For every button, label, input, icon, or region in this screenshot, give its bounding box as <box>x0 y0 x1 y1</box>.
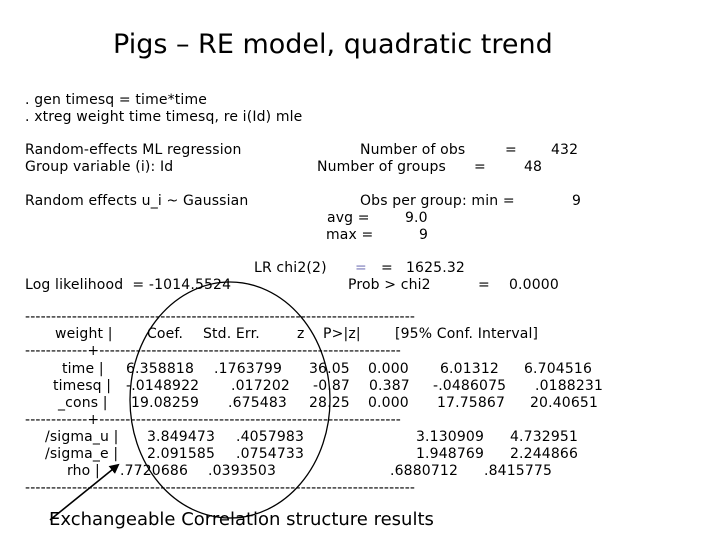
nobs-value: 432 <box>551 142 579 158</box>
table-bottom-rule: ----------------------------------------… <box>25 480 416 496</box>
nobs-label: Number of obs <box>360 142 466 158</box>
model-type: Random-effects ML regression <box>25 142 242 158</box>
obs-avg-value: 9.0 <box>405 210 428 226</box>
row-ci-hi: .8415775 <box>484 463 553 479</box>
col-header-ci: [95% Conf. Interval] <box>395 326 539 342</box>
row-ci-hi: 6.704516 <box>524 361 593 377</box>
table-top-rule: ----------------------------------------… <box>25 309 416 325</box>
obs-max-value: 9 <box>419 227 429 243</box>
row-ci-lo: 1.948769 <box>416 446 485 462</box>
row-name: _cons | <box>58 395 108 411</box>
row-ci-hi: 4.732951 <box>510 429 579 445</box>
prob-value: 0.0000 <box>509 277 559 293</box>
row-se: .675483 <box>228 395 287 411</box>
prob-eq: = <box>478 277 490 293</box>
row-ci-hi: .0188231 <box>535 378 604 394</box>
obs-min-label: Obs per group: min = <box>360 193 515 209</box>
row-name: /sigma_u | <box>45 429 119 445</box>
row-ci-hi: 2.244866 <box>510 446 579 462</box>
row-ci-lo: .6880712 <box>390 463 459 479</box>
row-coef: 2.091585 <box>147 446 216 462</box>
col-header-se: Std. Err. <box>203 326 260 342</box>
row-coef: -.0148922 <box>126 378 200 394</box>
row-se: .1763799 <box>214 361 283 377</box>
lr-value: 1625.32 <box>406 260 465 276</box>
annotation-caption: Exchangeable Correlation structure resul… <box>49 509 434 530</box>
row-name: timesq | <box>53 378 112 394</box>
re-distribution: Random effects u_i ~ Gaussian <box>25 193 249 209</box>
row-ci-lo: -.0486075 <box>433 378 507 394</box>
lr-symbol: = <box>355 260 367 276</box>
row-p: 0.000 <box>368 361 409 377</box>
highlight-ellipse <box>129 281 331 519</box>
log-likelihood: Log likelihood = -1014.5524 <box>25 277 232 293</box>
annotation-arrow <box>49 463 120 521</box>
row-ci-hi: 20.40651 <box>530 395 599 411</box>
row-se: .017202 <box>231 378 290 394</box>
row-ci-lo: 17.75867 <box>437 395 506 411</box>
prob-label: Prob > chi2 <box>348 277 431 293</box>
row-coef: 19.08259 <box>131 395 200 411</box>
row-name: rho | <box>67 463 100 479</box>
row-se: .0393503 <box>208 463 277 479</box>
row-ci-lo: 3.130909 <box>416 429 485 445</box>
row-z: 36.05 <box>309 361 350 377</box>
row-coef: .7720686 <box>120 463 189 479</box>
row-coef: 6.358818 <box>126 361 195 377</box>
nobs-eq: = <box>505 142 517 158</box>
ngroups-value: 48 <box>524 159 543 175</box>
row-z: -0.87 <box>313 378 350 394</box>
ngroups-eq: = <box>474 159 486 175</box>
row-coef: 3.849473 <box>147 429 216 445</box>
row-name: time | <box>62 361 104 377</box>
row-p: 0.387 <box>369 378 410 394</box>
row-name: /sigma_e | <box>45 446 119 462</box>
row-se: .0754733 <box>236 446 305 462</box>
col-header-var: weight | <box>55 326 113 342</box>
row-se: .4057983 <box>236 429 305 445</box>
slide-title: Pigs – RE model, quadratic trend <box>113 29 553 60</box>
command-gen: . gen timesq = time*time <box>25 92 208 108</box>
col-header-z: z <box>297 326 305 342</box>
col-header-p: P>|z| <box>323 326 361 342</box>
lr-eq: = <box>381 260 393 276</box>
lr-label: LR chi2(2) <box>254 260 327 276</box>
obs-max-label: max = <box>326 227 374 243</box>
obs-avg-label: avg = <box>327 210 370 226</box>
row-ci-lo: 6.01312 <box>440 361 499 377</box>
command-xtreg: . xtreg weight time timesq, re i(Id) mle <box>25 109 303 125</box>
table-separator: ------------+---------------------------… <box>25 343 402 359</box>
table-separator: ------------+---------------------------… <box>25 412 402 428</box>
row-p: 0.000 <box>368 395 409 411</box>
group-variable: Group variable (i): Id <box>25 159 174 175</box>
col-header-coef: Coef. <box>147 326 184 342</box>
ngroups-label: Number of groups <box>317 159 446 175</box>
obs-min-value: 9 <box>572 193 582 209</box>
